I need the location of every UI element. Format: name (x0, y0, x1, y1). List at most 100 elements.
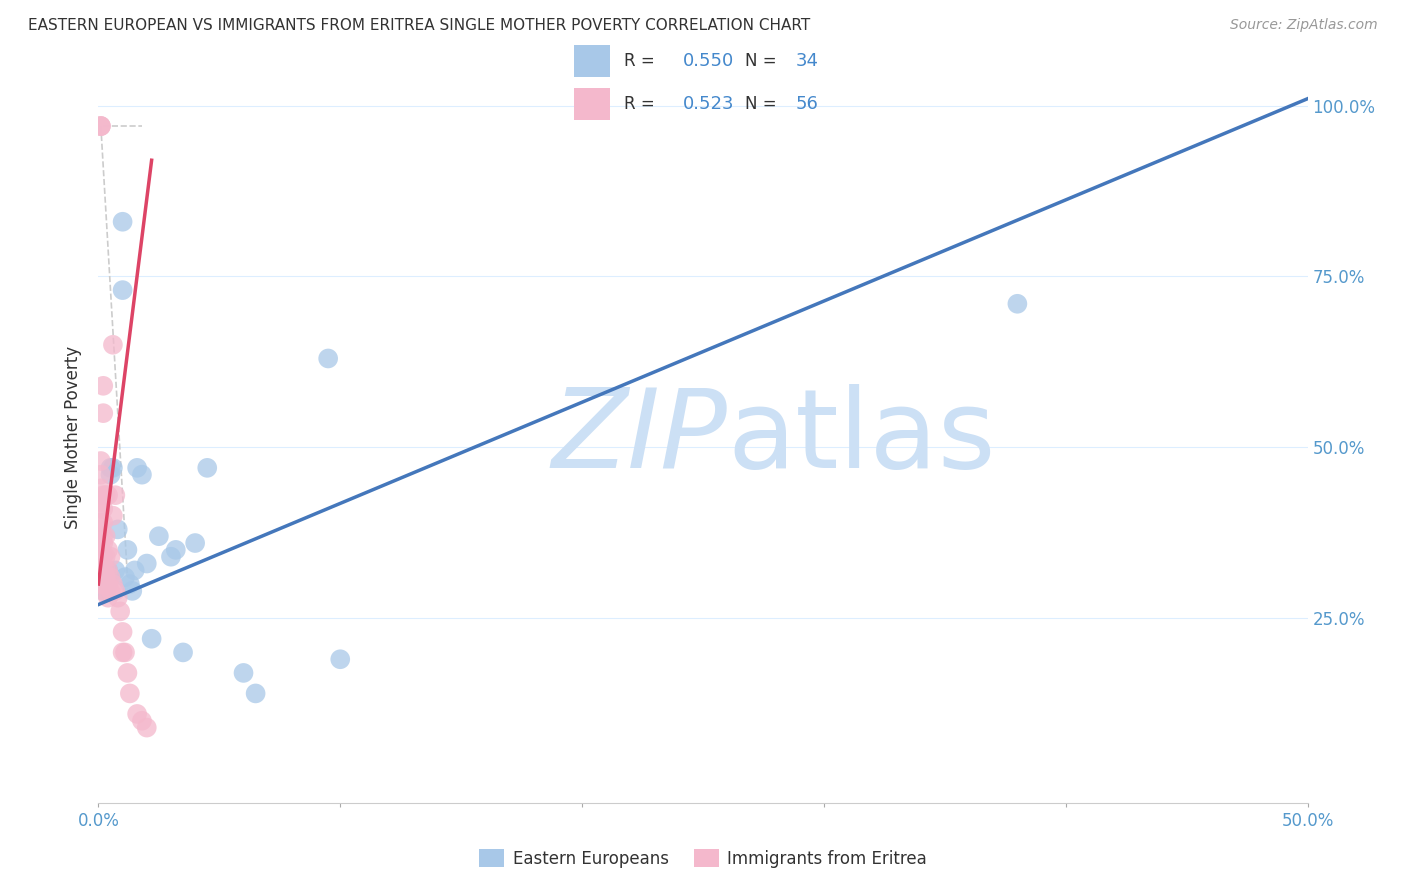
Text: N =: N = (745, 95, 776, 113)
Point (97, 577, 120, 591)
Point (135, 721, 157, 735)
Point (90, 119, 112, 133)
Text: 56: 56 (796, 95, 818, 113)
Point (90, 577, 112, 591)
Point (91, 529, 114, 543)
Point (97, 563, 120, 577)
Point (90, 516, 112, 530)
Point (329, 652, 352, 666)
Point (90, 536, 112, 550)
Point (104, 563, 127, 577)
Point (91, 570, 114, 584)
Point (101, 338, 124, 352)
Point (90, 467, 112, 482)
Point (91, 549, 114, 564)
Point (91, 501, 114, 516)
Point (90, 495, 112, 509)
Y-axis label: Single Mother Poverty: Single Mother Poverty (65, 345, 83, 529)
Point (316, 351, 339, 366)
Point (90, 119, 112, 133)
Point (104, 583, 127, 598)
Point (97, 542, 120, 557)
Point (97, 563, 120, 577)
Point (232, 665, 254, 680)
Point (100, 460, 122, 475)
Point (91, 406, 114, 420)
Point (118, 577, 141, 591)
Point (165, 542, 187, 557)
Bar (574, 88, 610, 120)
Point (91, 563, 114, 577)
Point (127, 460, 149, 475)
Point (127, 706, 149, 721)
Point (100, 570, 122, 584)
Point (94, 577, 117, 591)
Point (100, 583, 122, 598)
Point (195, 460, 218, 475)
Point (90, 454, 112, 468)
Text: 0.550: 0.550 (683, 52, 734, 70)
Point (101, 508, 124, 523)
Text: 34: 34 (796, 52, 818, 70)
Point (91, 488, 114, 502)
Point (97, 488, 120, 502)
Text: EASTERN EUROPEAN VS IMMIGRANTS FROM ERITREA SINGLE MOTHER POVERTY CORRELATION CH: EASTERN EUROPEAN VS IMMIGRANTS FROM ERIT… (28, 18, 810, 33)
Text: ZIP: ZIP (551, 384, 727, 491)
Point (91, 570, 114, 584)
Point (97, 591, 120, 605)
Point (111, 283, 134, 297)
Point (91, 379, 114, 393)
Point (94, 577, 117, 591)
Point (90, 542, 112, 557)
Point (101, 460, 124, 475)
Point (1007, 297, 1029, 311)
Point (141, 632, 163, 646)
Point (91, 583, 114, 598)
Point (91, 516, 114, 530)
Point (90, 549, 112, 564)
Point (90, 557, 112, 571)
Legend: Eastern Europeans, Immigrants from Eritrea: Eastern Europeans, Immigrants from Eritr… (479, 849, 927, 868)
Point (124, 563, 146, 577)
Point (94, 529, 117, 543)
Point (90, 570, 112, 584)
Text: atlas: atlas (727, 384, 995, 491)
Bar (574, 45, 610, 77)
Point (107, 522, 129, 536)
Point (94, 563, 117, 577)
Point (90, 481, 112, 495)
Text: R =: R = (624, 52, 655, 70)
Point (104, 488, 127, 502)
Point (111, 624, 134, 639)
Point (90, 522, 112, 536)
Point (172, 645, 194, 659)
Point (90, 501, 112, 516)
Point (245, 686, 267, 700)
Point (135, 557, 157, 571)
Point (90, 119, 112, 133)
Point (114, 645, 136, 659)
Point (91, 583, 114, 598)
Point (94, 563, 117, 577)
Point (184, 536, 207, 550)
Point (91, 536, 114, 550)
Point (94, 583, 117, 598)
Point (107, 591, 129, 605)
Point (118, 686, 141, 700)
Point (90, 577, 112, 591)
Point (94, 488, 117, 502)
Point (111, 215, 134, 229)
Text: 0.523: 0.523 (683, 95, 735, 113)
Point (121, 583, 143, 598)
Point (100, 467, 122, 482)
Point (131, 714, 153, 728)
Point (108, 604, 131, 618)
Text: N =: N = (745, 52, 776, 70)
Point (111, 645, 134, 659)
Point (160, 549, 183, 564)
Point (117, 542, 139, 557)
Point (114, 570, 136, 584)
Point (101, 577, 124, 591)
Point (94, 549, 117, 564)
Point (117, 665, 139, 680)
